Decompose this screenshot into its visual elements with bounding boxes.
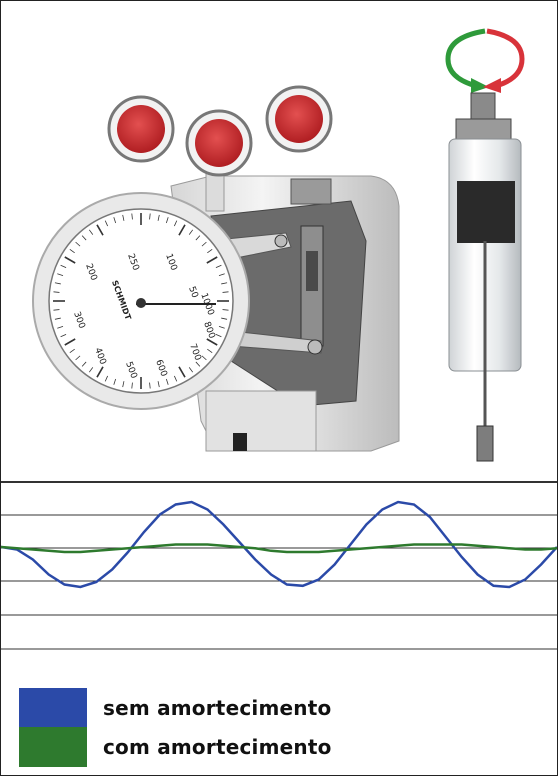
- dial-tick: [215, 333, 222, 338]
- dial-tick: [157, 214, 160, 221]
- dial-tick: [57, 273, 64, 277]
- dial-tick: [64, 338, 76, 346]
- dial-tick: [207, 348, 213, 354]
- dial-tick: [57, 325, 64, 329]
- legend-item-undamped: sem amortecimento: [19, 687, 331, 729]
- dial-tick: [96, 366, 104, 378]
- dial-tick: [88, 367, 94, 373]
- dial-tick: [96, 224, 104, 236]
- undamped-curve: [1, 500, 557, 589]
- dial-tick: [221, 317, 228, 320]
- dial-tick: [221, 282, 228, 285]
- dial-tick: [165, 217, 169, 224]
- dial-tick: [206, 256, 218, 264]
- dial-tick: [54, 282, 61, 285]
- dial-tick: [207, 248, 213, 254]
- dial-tick: [222, 291, 229, 293]
- damped-curve: [1, 543, 557, 554]
- legend-item-damped: com amortecimento: [19, 726, 332, 768]
- graph-gridlines: [1, 514, 557, 650]
- dial-tick: [178, 224, 186, 236]
- dial-tick: [104, 375, 109, 382]
- dial-tick: [131, 213, 133, 220]
- dial-tick: [104, 220, 109, 227]
- dial-tick: [218, 273, 225, 277]
- dial-tick: [53, 309, 60, 311]
- dial-tick: [60, 264, 67, 269]
- dial-tick: [81, 235, 87, 241]
- dial-tick: [113, 378, 117, 385]
- dial-tick: [201, 241, 207, 247]
- dial-tick: [64, 256, 76, 264]
- dial-tick: [69, 248, 75, 254]
- dial-tick: [173, 220, 178, 227]
- dial-tick: [149, 382, 151, 389]
- rotation-arrows-icon: [445, 28, 525, 93]
- dial-tick: [173, 375, 178, 382]
- dial-tick: [201, 355, 207, 361]
- dial-ticks: [53, 213, 229, 389]
- dial-tick: [165, 378, 169, 385]
- dial-tick: [54, 317, 61, 320]
- dial-tick: [81, 361, 87, 367]
- dial-tick: [222, 309, 229, 311]
- damper-cylinder: [448, 92, 522, 462]
- dial-tick: [131, 382, 133, 389]
- dial-tick: [60, 333, 67, 338]
- lower-body: [205, 390, 317, 452]
- dial-tick: [178, 366, 186, 378]
- legend-swatch-undamped: [19, 688, 87, 728]
- legend-label-damped: com amortecimento: [103, 735, 332, 759]
- dial-tick: [75, 241, 81, 247]
- dial-tick: [122, 214, 125, 221]
- dial-tick: [218, 325, 225, 329]
- dial-tick: [75, 355, 81, 361]
- dial-label: 50: [186, 285, 199, 299]
- gauge-illustration: 250 200 300 400 500 600 700 800 1000 50 …: [32, 28, 525, 462]
- dial-tick: [113, 217, 117, 224]
- dial-tick: [206, 338, 218, 346]
- dial-tick: [188, 367, 194, 373]
- dial-tick: [188, 229, 194, 235]
- oscillation-graph: [1, 500, 557, 650]
- legend-swatch-damped: [19, 727, 87, 767]
- section-divider: [1, 481, 557, 483]
- legend-label-undamped: sem amortecimento: [103, 696, 332, 720]
- dial-tick: [88, 229, 94, 235]
- dial-tick: [195, 361, 201, 367]
- dial-tick: [69, 348, 75, 354]
- dial-tick: [215, 264, 222, 269]
- red-knobs: [107, 85, 333, 177]
- dial-tick: [195, 235, 201, 241]
- dial-tick: [157, 381, 160, 388]
- dial-tick: [122, 381, 125, 388]
- dial-tick: [53, 291, 60, 293]
- dial-tick: [149, 213, 151, 220]
